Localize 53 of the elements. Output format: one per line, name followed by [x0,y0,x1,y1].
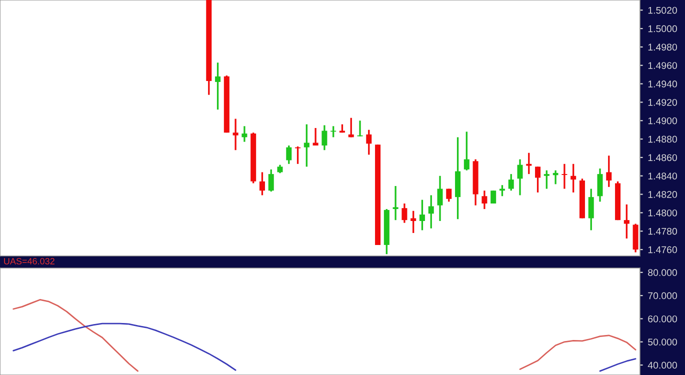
y-tick-label: 1.4920 [648,98,677,106]
candlestick [312,127,318,146]
y-tick-label: 1.4980 [648,44,677,51]
text: UAS=46.032 [4,258,54,264]
y-tick-label: 1.4760 [648,246,677,254]
candlestick [259,171,265,196]
candlestick [366,129,372,156]
candlestick [446,188,452,203]
y-tick-label: 1.4860 [648,154,677,162]
y-tick-label: 40.000 [648,362,677,369]
candlestick [544,170,550,190]
y-tick-label: 70.000 [648,292,677,300]
candlestick [588,188,594,232]
candlestick [570,163,576,194]
y-tick-label: 1.5000 [648,25,677,32]
y-tick-label: 1.5020 [648,6,677,14]
y-tick-label: 1.4820 [648,191,677,198]
candlestick [464,130,470,172]
y-tick-label: 50.000 [648,338,677,346]
candlestick [624,204,630,240]
candlestick [232,118,238,151]
candlestick [562,163,568,190]
candlestick [242,125,248,143]
candlestick [419,198,425,232]
candlestick [286,144,292,165]
y-tick-label: 1.4900 [648,117,677,124]
y-tick-label: 1.4780 [648,228,677,235]
y-tick-label: 80.000 [648,269,677,276]
candlestick [508,173,514,192]
candlestick [357,120,363,138]
y-tick-label: 1.4960 [648,62,677,69]
candlestick [437,175,443,222]
y-tick-label: 1.4940 [648,80,677,88]
candlestick [428,194,434,230]
candlestick [402,202,408,224]
candlestick [606,154,612,188]
y-tick-label: 1.4800 [648,209,677,216]
candlestick [322,124,328,151]
candlestick [268,168,274,192]
candlestick [517,158,523,196]
candlestick [597,168,603,203]
candlestick [348,117,354,138]
y-tick-label: 1.4840 [648,172,677,180]
candlestick [410,210,416,234]
candlestick [526,152,532,175]
y-tick-label: 60.000 [648,315,677,322]
candlestick [392,185,398,221]
candlestick [304,123,310,168]
y-tick-label: 1.4880 [648,136,677,143]
candlestick [535,166,541,194]
candlestick [295,146,301,165]
candlestick [482,190,488,210]
candlestick [215,62,221,110]
